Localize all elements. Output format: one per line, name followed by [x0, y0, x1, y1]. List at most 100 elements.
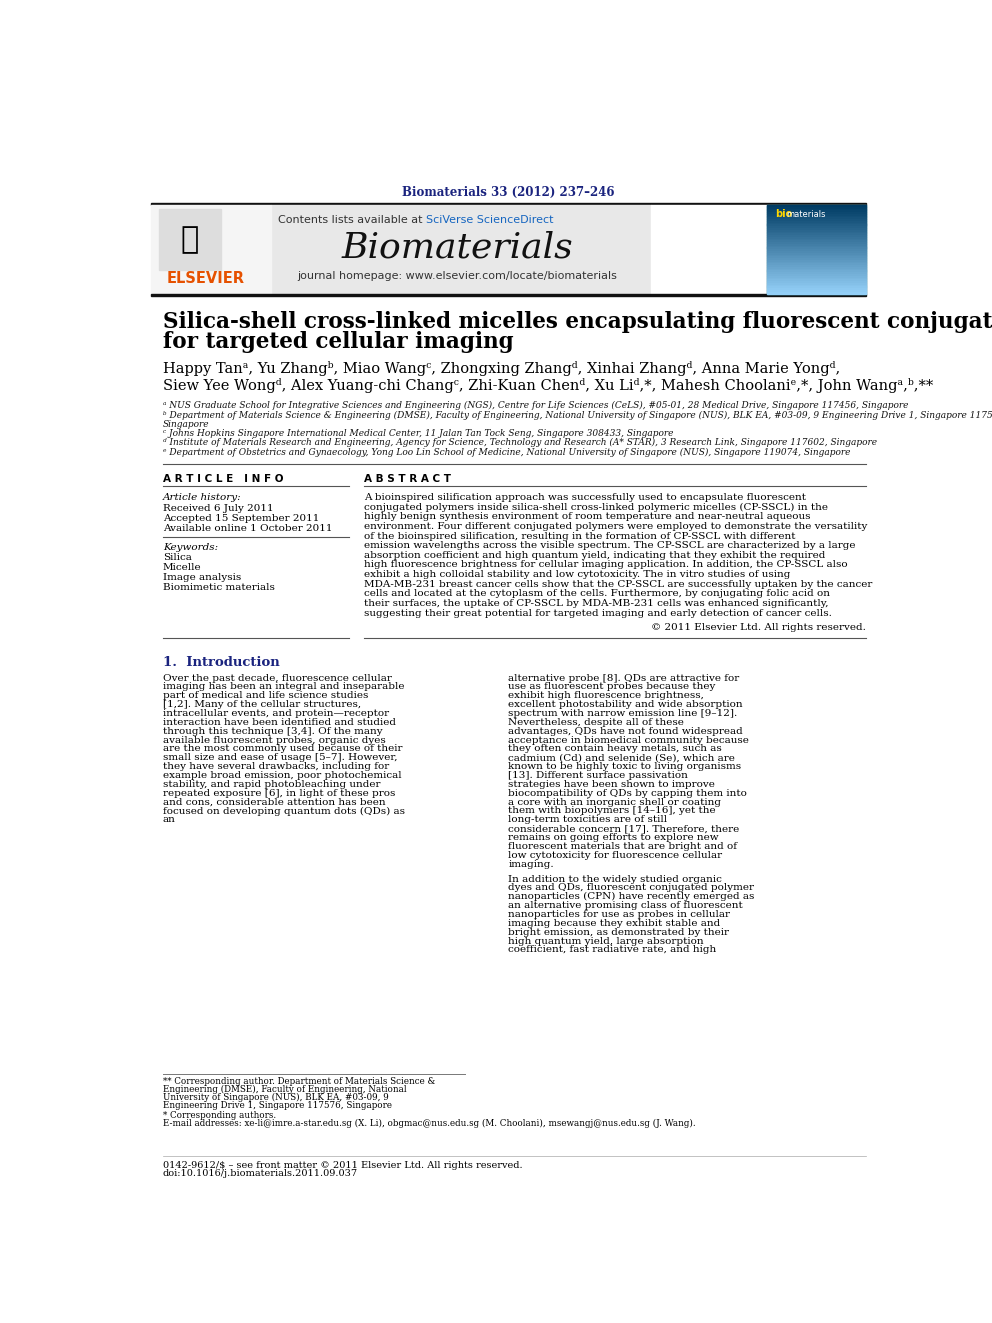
Bar [767, 217, 866, 220]
Text: part of medical and life science studies: part of medical and life science studies [163, 692, 368, 700]
Bar [159, 209, 221, 270]
Bar [767, 251, 866, 253]
Bar [767, 269, 866, 271]
Bar [767, 249, 866, 251]
Bar [767, 222, 866, 225]
Text: them with biopolymers [14–16], yet the: them with biopolymers [14–16], yet the [509, 807, 716, 815]
Text: 0142-9612/$ – see front matter © 2011 Elsevier Ltd. All rights reserved.: 0142-9612/$ – see front matter © 2011 El… [163, 1160, 523, 1170]
Text: A bioinspired silification approach was successfully used to encapsulate fluores: A bioinspired silification approach was … [364, 493, 806, 501]
Text: Article history:: Article history: [163, 493, 241, 501]
Text: strategies have been shown to improve: strategies have been shown to improve [509, 779, 715, 789]
Text: nanoparticles (CPN) have recently emerged as: nanoparticles (CPN) have recently emerge… [509, 892, 755, 901]
Text: 🌳: 🌳 [181, 225, 199, 254]
Text: ** Corresponding author. Department of Materials Science &: ** Corresponding author. Department of M… [163, 1077, 435, 1086]
Text: * Corresponding authors.: * Corresponding authors. [163, 1110, 276, 1119]
Bar [767, 232, 866, 233]
Bar [767, 226, 866, 228]
Text: for targeted cellular imaging: for targeted cellular imaging [163, 331, 514, 353]
Bar [767, 205, 866, 294]
Text: Engineering (DMSE), Faculty of Engineering, National: Engineering (DMSE), Faculty of Engineeri… [163, 1085, 407, 1094]
Text: imaging because they exhibit stable and: imaging because they exhibit stable and [509, 919, 720, 927]
Bar [767, 284, 866, 287]
Text: their surfaces, the uptake of CP-SSCL by MDA-MB-231 cells was enhanced significa: their surfaces, the uptake of CP-SSCL by… [364, 599, 828, 609]
Bar [767, 259, 866, 262]
Text: imaging.: imaging. [509, 860, 554, 869]
Text: doi:10.1016/j.biomaterials.2011.09.037: doi:10.1016/j.biomaterials.2011.09.037 [163, 1170, 358, 1177]
Bar [767, 258, 866, 259]
Text: materials: materials [787, 210, 826, 218]
Text: a core with an inorganic shell or coating: a core with an inorganic shell or coatin… [509, 798, 721, 807]
Text: alternative probe [8]. QDs are attractive for: alternative probe [8]. QDs are attractiv… [509, 673, 740, 683]
Bar [767, 221, 866, 222]
Bar [767, 225, 866, 226]
Bar [767, 237, 866, 238]
Bar [767, 214, 866, 216]
Bar [767, 254, 866, 257]
Text: SciVerse ScienceDirect: SciVerse ScienceDirect [427, 216, 554, 225]
Text: emission wavelengths across the visible spectrum. The CP-SSCL are characterized : emission wavelengths across the visible … [364, 541, 856, 550]
Bar [767, 246, 866, 247]
Text: ᵈ Institute of Materials Research and Engineering, Agency for Science, Technolog: ᵈ Institute of Materials Research and En… [163, 438, 877, 447]
Text: imaging has been an integral and inseparable: imaging has been an integral and insepar… [163, 683, 405, 692]
Bar [767, 267, 866, 269]
Text: dyes and QDs, fluorescent conjugated polymer: dyes and QDs, fluorescent conjugated pol… [509, 884, 754, 893]
Text: environment. Four different conjugated polymers were employed to demonstrate the: environment. Four different conjugated p… [364, 523, 868, 531]
Bar [767, 238, 866, 241]
Bar [767, 228, 866, 230]
Bar [767, 270, 866, 273]
Text: remains on going efforts to explore new: remains on going efforts to explore new [509, 833, 719, 841]
Bar [767, 243, 866, 246]
Bar [151, 202, 866, 205]
Text: Received 6 July 2011: Received 6 July 2011 [163, 504, 274, 513]
Text: excellent photostability and wide absorption: excellent photostability and wide absorp… [509, 700, 743, 709]
Bar [767, 209, 866, 210]
Text: spectrum with narrow emission line [9–12].: spectrum with narrow emission line [9–12… [509, 709, 738, 718]
Text: A B S T R A C T: A B S T R A C T [364, 474, 451, 484]
Text: © 2011 Elsevier Ltd. All rights reserved.: © 2011 Elsevier Ltd. All rights reserved… [651, 623, 866, 632]
Text: and cons, considerable attention has been: and cons, considerable attention has bee… [163, 798, 385, 807]
Text: exhibit high fluorescence brightness,: exhibit high fluorescence brightness, [509, 692, 704, 700]
Text: Biomimetic materials: Biomimetic materials [163, 583, 275, 593]
Bar [767, 288, 866, 290]
Text: repeated exposure [6], in light of these pros: repeated exposure [6], in light of these… [163, 789, 395, 798]
Text: exhibit a high colloidal stability and low cytotoxicity. The in vitro studies of: exhibit a high colloidal stability and l… [364, 570, 791, 579]
Text: Image analysis: Image analysis [163, 573, 241, 582]
Text: 1.  Introduction: 1. Introduction [163, 656, 280, 669]
Bar [767, 292, 866, 294]
Bar [151, 205, 271, 294]
Text: stability, and rapid photobleaching under: stability, and rapid photobleaching unde… [163, 779, 380, 789]
Bar [767, 210, 866, 212]
Text: high fluorescence brightness for cellular imaging application. In addition, the : high fluorescence brightness for cellula… [364, 561, 848, 569]
Text: through this technique [3,4]. Of the many: through this technique [3,4]. Of the man… [163, 726, 382, 736]
Text: MDA-MB-231 breast cancer cells show that the CP-SSCL are successfully uptaken by: MDA-MB-231 breast cancer cells show that… [364, 579, 873, 589]
Bar [767, 205, 866, 206]
Bar [651, 205, 866, 294]
Text: A R T I C L E   I N F O: A R T I C L E I N F O [163, 474, 284, 484]
Text: interaction have been identified and studied: interaction have been identified and stu… [163, 718, 396, 726]
Text: known to be highly toxic to living organisms: known to be highly toxic to living organ… [509, 762, 742, 771]
Text: of the bioinspired silification, resulting in the formation of CP-SSCL with diff: of the bioinspired silification, resulti… [364, 532, 796, 541]
Bar [767, 253, 866, 254]
Text: Siew Yee Wongᵈ, Alex Yuang-chi Changᶜ, Zhi-Kuan Chenᵈ, Xu Liᵈ,*, Mahesh Choolani: Siew Yee Wongᵈ, Alex Yuang-chi Changᶜ, Z… [163, 378, 933, 393]
Text: an: an [163, 815, 176, 824]
Text: University of Singapore (NUS), BLK EA, #03-09, 9: University of Singapore (NUS), BLK EA, #… [163, 1093, 389, 1102]
Text: bio: bio [775, 209, 793, 220]
Text: high quantum yield, large absorption: high quantum yield, large absorption [509, 937, 704, 946]
Bar [767, 212, 866, 214]
Bar [767, 206, 866, 209]
Text: example broad emission, poor photochemical: example broad emission, poor photochemic… [163, 771, 402, 781]
Bar [767, 216, 866, 217]
Bar [767, 290, 866, 292]
Text: Silica: Silica [163, 553, 191, 562]
Text: cells and located at the cytoplasm of the cells. Furthermore, by conjugating fol: cells and located at the cytoplasm of th… [364, 589, 830, 598]
Text: Accepted 15 September 2011: Accepted 15 September 2011 [163, 513, 319, 523]
Bar [767, 286, 866, 288]
Text: long-term toxicities are of still: long-term toxicities are of still [509, 815, 668, 824]
Text: Happy Tanᵃ, Yu Zhangᵇ, Miao Wangᶜ, Zhongxing Zhangᵈ, Xinhai Zhangᵈ, Anna Marie Y: Happy Tanᵃ, Yu Zhangᵇ, Miao Wangᶜ, Zhong… [163, 361, 840, 377]
Text: [13]. Different surface passivation: [13]. Different surface passivation [509, 771, 688, 781]
Bar [151, 294, 866, 296]
Text: E-mail addresses: xe-li@imre.a-star.edu.sg (X. Li), obgmac@nus.edu.sg (M. Choola: E-mail addresses: xe-li@imre.a-star.edu.… [163, 1119, 695, 1129]
Text: bright emission, as demonstrated by their: bright emission, as demonstrated by thei… [509, 927, 729, 937]
Text: cadmium (Cd) and selenide (Se), which are: cadmium (Cd) and selenide (Se), which ar… [509, 753, 735, 762]
Bar [767, 265, 866, 267]
